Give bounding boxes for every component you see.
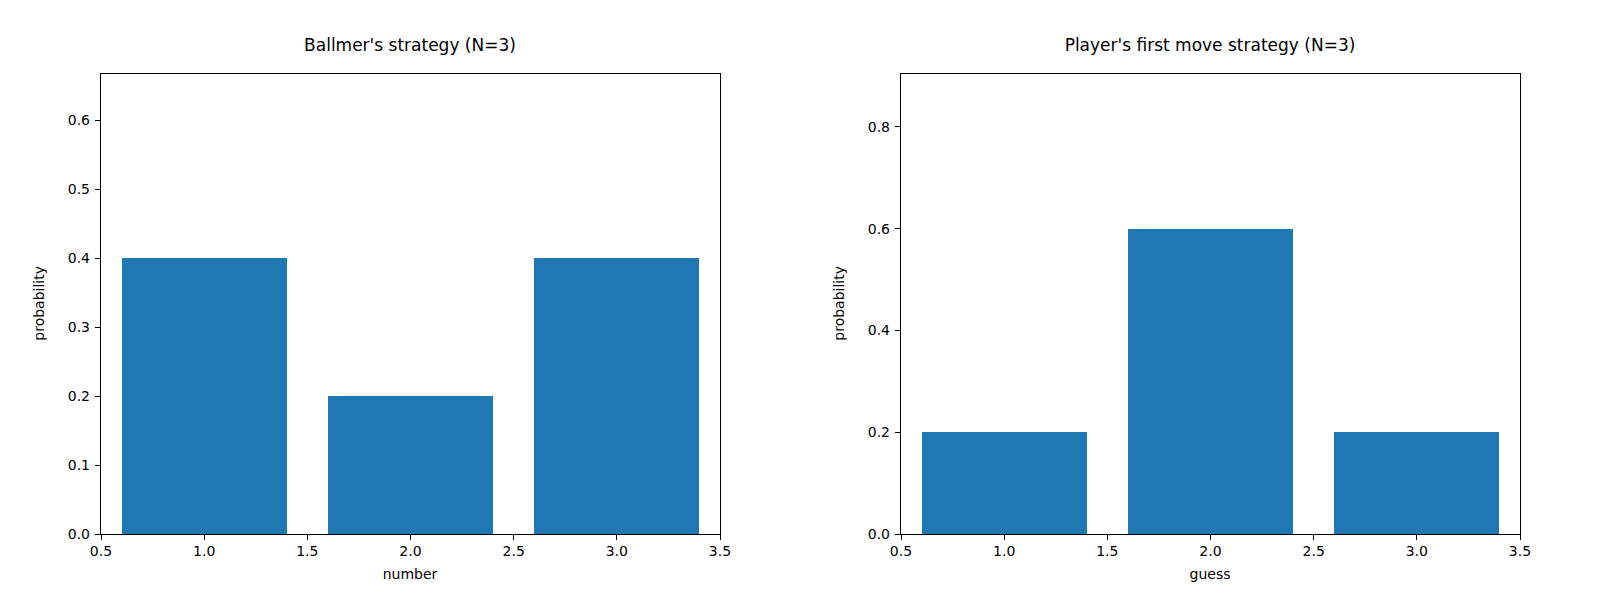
y-tick-mark bbox=[95, 534, 100, 535]
y-tick-mark bbox=[95, 189, 100, 190]
subplot-players-first-move-strategy: Player's first move strategy (N=3) proba… bbox=[800, 0, 1600, 600]
y-axis-label: probability bbox=[28, 73, 50, 533]
y-tick-label: 0.6 bbox=[68, 111, 90, 129]
x-tick-label: 3.5 bbox=[1509, 542, 1531, 560]
x-tick-mark bbox=[101, 535, 102, 540]
subplot-ballmers-strategy: Ballmer's strategy (N=3) probability 0.0… bbox=[0, 0, 800, 600]
bar bbox=[922, 432, 1087, 534]
y-tick-mark bbox=[95, 327, 100, 328]
y-tick-label: 0.6 bbox=[868, 220, 890, 238]
x-tick-label: 1.5 bbox=[296, 542, 318, 560]
bar bbox=[1334, 432, 1499, 534]
x-tick-label: 2.5 bbox=[503, 542, 525, 560]
y-tick-label: 0.3 bbox=[68, 318, 90, 336]
y-tick-label: 0.5 bbox=[68, 180, 90, 198]
x-tick-label: 2.0 bbox=[1199, 542, 1221, 560]
x-axis-label: number bbox=[100, 565, 720, 583]
x-tick-mark bbox=[307, 535, 308, 540]
y-axis-label-text: probability bbox=[831, 266, 847, 341]
y-tick-label: 0.2 bbox=[68, 387, 90, 405]
x-tick-label: 1.0 bbox=[993, 542, 1015, 560]
x-tick-mark bbox=[410, 535, 411, 540]
y-tick-label: 0.4 bbox=[68, 249, 90, 267]
x-tick-mark bbox=[720, 535, 721, 540]
plot-area: 0.00.20.40.60.80.51.01.52.02.53.03.5 bbox=[900, 73, 1521, 535]
plot-area: 0.00.10.20.30.40.50.60.51.01.52.02.53.03… bbox=[100, 73, 721, 535]
x-tick-mark bbox=[1313, 535, 1314, 540]
x-tick-mark bbox=[513, 535, 514, 540]
x-tick-mark bbox=[1520, 535, 1521, 540]
chart-title: Player's first move strategy (N=3) bbox=[900, 35, 1520, 55]
x-tick-label: 0.5 bbox=[890, 542, 912, 560]
y-tick-mark bbox=[895, 330, 900, 331]
y-tick-label: 0.4 bbox=[868, 321, 890, 339]
chart-title: Ballmer's strategy (N=3) bbox=[100, 35, 720, 55]
x-tick-label: 2.5 bbox=[1303, 542, 1325, 560]
x-tick-mark bbox=[1416, 535, 1417, 540]
y-tick-mark bbox=[95, 120, 100, 121]
x-tick-mark bbox=[1004, 535, 1005, 540]
y-tick-label: 0.0 bbox=[68, 525, 90, 543]
x-tick-label: 3.0 bbox=[1406, 542, 1428, 560]
y-tick-mark bbox=[895, 534, 900, 535]
x-tick-mark bbox=[1107, 535, 1108, 540]
y-tick-label: 0.2 bbox=[868, 423, 890, 441]
y-tick-mark bbox=[95, 465, 100, 466]
y-tick-mark bbox=[95, 396, 100, 397]
y-tick-mark bbox=[895, 432, 900, 433]
x-tick-label: 3.5 bbox=[709, 542, 731, 560]
y-tick-label: 0.0 bbox=[868, 525, 890, 543]
y-tick-label: 0.8 bbox=[868, 118, 890, 136]
x-axis-label: guess bbox=[900, 565, 1520, 583]
y-tick-mark bbox=[95, 258, 100, 259]
y-axis-label: probability bbox=[828, 73, 850, 533]
y-tick-mark bbox=[895, 126, 900, 127]
x-tick-mark bbox=[901, 535, 902, 540]
y-axis-label-text: probability bbox=[31, 266, 47, 341]
x-tick-mark bbox=[616, 535, 617, 540]
bar bbox=[122, 258, 287, 534]
x-tick-label: 2.0 bbox=[399, 542, 421, 560]
y-tick-label: 0.1 bbox=[68, 456, 90, 474]
x-tick-mark bbox=[1210, 535, 1211, 540]
x-tick-label: 0.5 bbox=[90, 542, 112, 560]
bar bbox=[534, 258, 699, 534]
x-tick-label: 1.5 bbox=[1096, 542, 1118, 560]
x-tick-mark bbox=[204, 535, 205, 540]
x-tick-label: 1.0 bbox=[193, 542, 215, 560]
bar bbox=[328, 396, 493, 534]
bar bbox=[1128, 229, 1293, 534]
y-tick-mark bbox=[895, 228, 900, 229]
figure: Ballmer's strategy (N=3) probability 0.0… bbox=[0, 0, 1600, 600]
x-tick-label: 3.0 bbox=[606, 542, 628, 560]
